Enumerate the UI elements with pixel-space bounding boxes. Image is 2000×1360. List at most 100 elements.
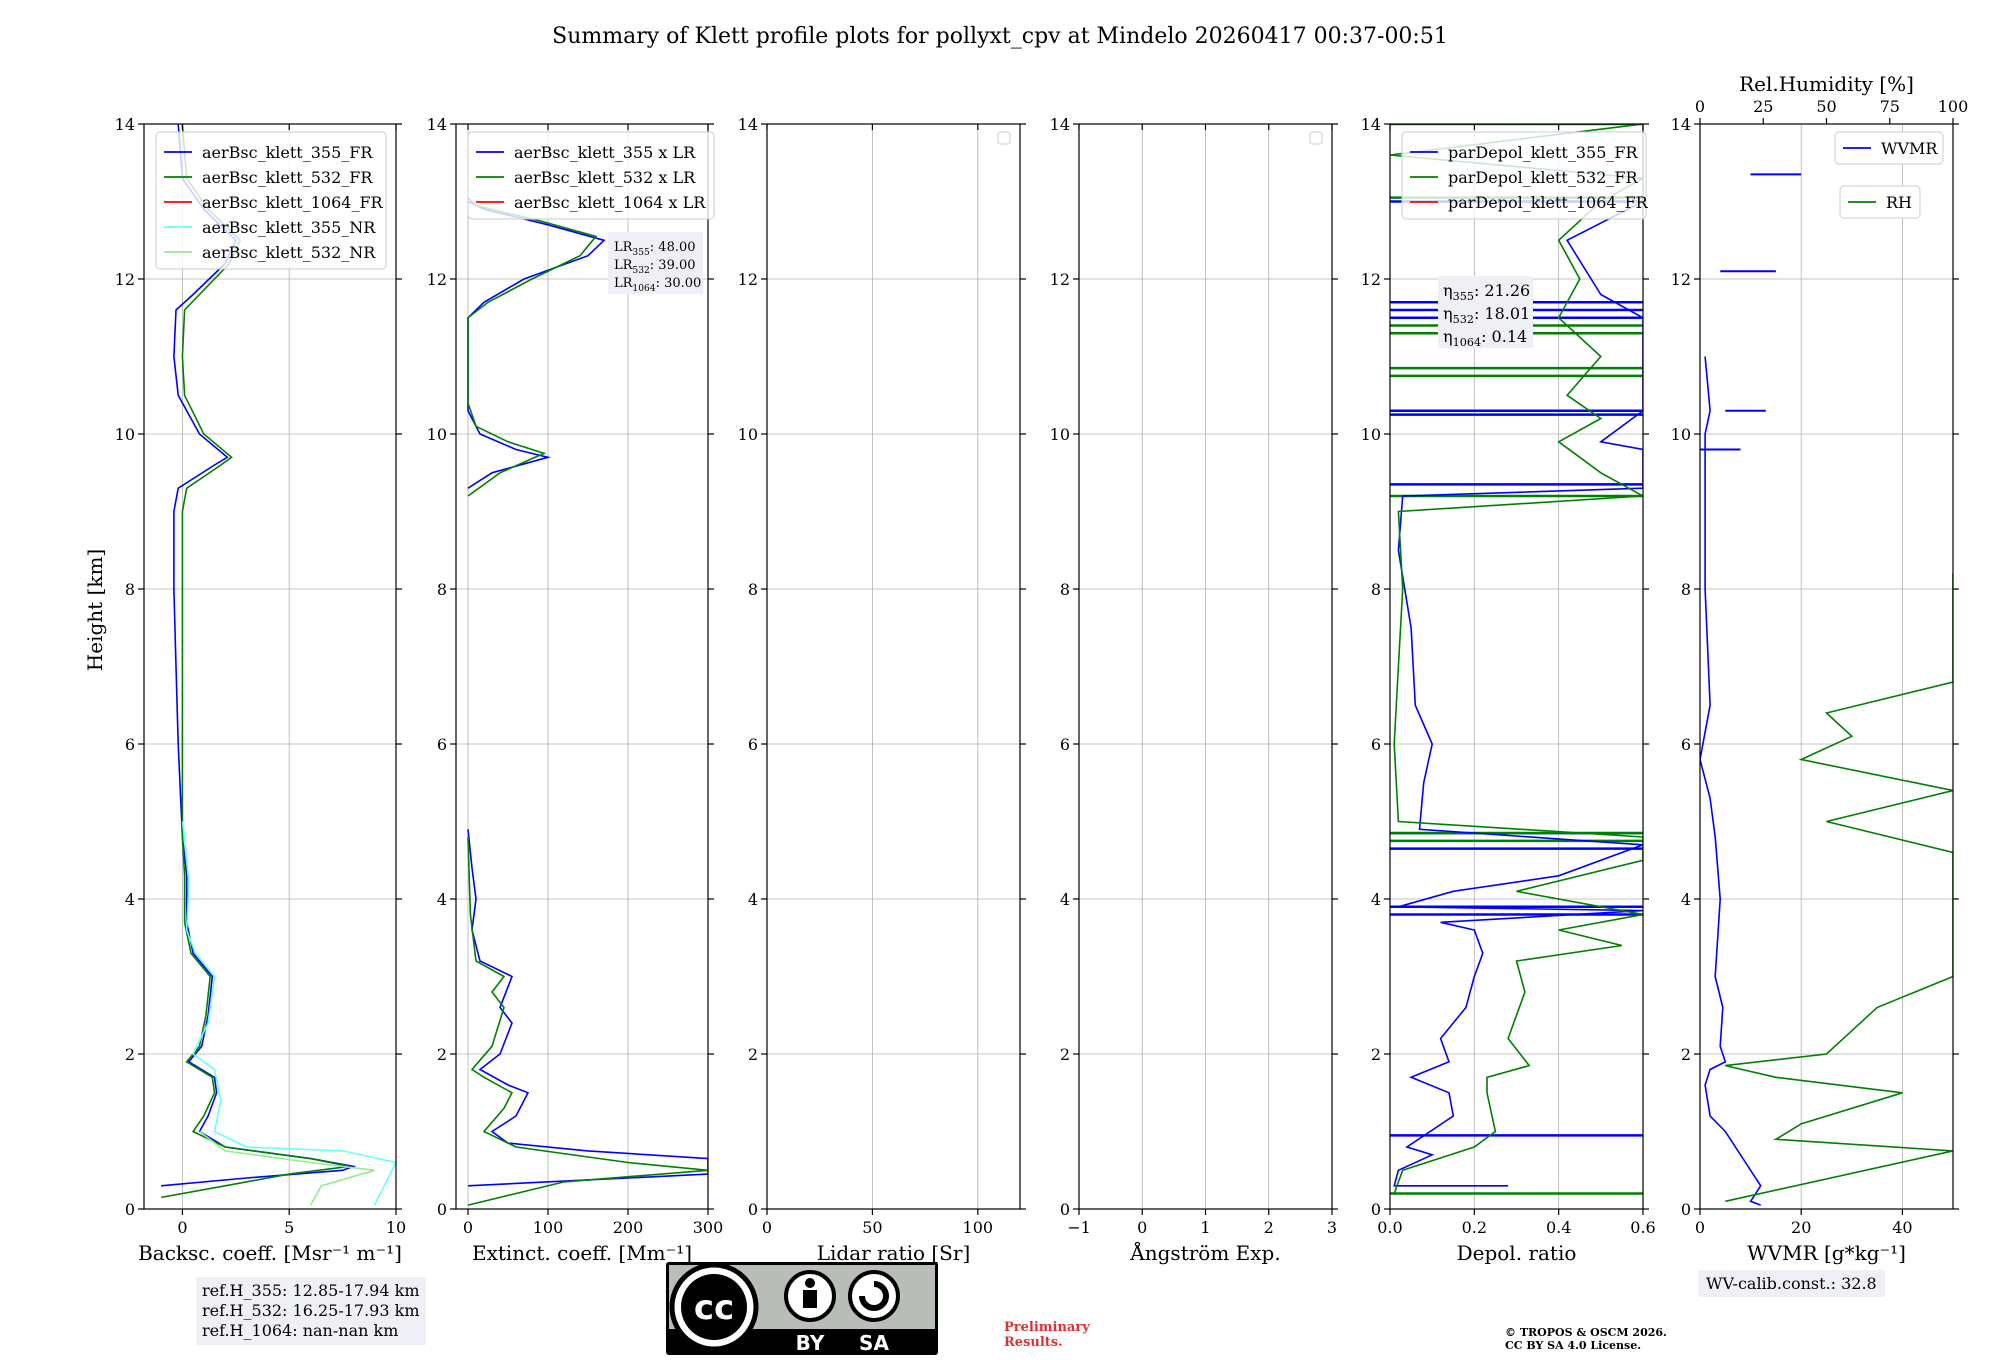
y-tick-label: 12	[1361, 270, 1381, 289]
x-tick-label: 100	[533, 1218, 564, 1237]
x-axis-label: Depol. ratio	[1457, 1241, 1577, 1265]
series-aerBsc_klett_532 x LR b	[467, 197, 598, 497]
series-aerBsc_klett_532_NR	[199, 1130, 375, 1206]
panel-lidar_ratio: 0 2 4 6 8 10 12 14 0 50 100 Lidar ratio [Sr]	[738, 115, 1026, 1265]
by-person-body	[803, 1290, 817, 1308]
legend-entry: parDepol_klett_1064_FR	[1448, 193, 1649, 212]
series-aerBsc_klett_355_FR	[161, 124, 357, 1187]
empty-legend-box	[1309, 131, 1323, 145]
x-tick-label: 50	[862, 1218, 882, 1237]
rh-tick-label: 0	[1695, 97, 1705, 116]
x-tick-label: 0.0	[1377, 1218, 1402, 1237]
y-tick-label: 6	[1371, 735, 1381, 754]
preliminary-line-2: Results.	[1004, 1335, 1063, 1350]
legend-entry: aerBsc_klett_532_NR	[202, 243, 376, 262]
x-tick-label: 1	[1200, 1218, 1210, 1237]
plot-data	[1700, 173, 1953, 1206]
lidar-ratio-value: LR355: 48.00	[614, 240, 696, 258]
y-tick-label: 4	[1681, 890, 1691, 909]
x-tick-label: 0	[1695, 1218, 1705, 1237]
y-tick-label: 4	[1060, 890, 1070, 909]
ref-height-355: ref.H_355: 12.85-17.94 km	[202, 1281, 420, 1300]
y-tick-label: 8	[125, 580, 135, 599]
y-tick-label: 12	[1671, 270, 1691, 289]
copyright-note: © TROPOS & OSCM 2026. CC BY SA 4.0 Licen…	[1505, 1326, 1667, 1352]
rh-legend-box	[1839, 185, 1921, 219]
x-axis-label: Backsc. coeff. [Msr⁻¹ m⁻¹]	[138, 1241, 402, 1265]
rh-tick-label: 50	[1816, 97, 1836, 116]
ref-height-1064: ref.H_1064: nan-nan km	[202, 1321, 399, 1340]
y-tick-label: 8	[1681, 580, 1691, 599]
y-tick-label: 2	[437, 1045, 447, 1064]
legend-entry: aerBsc_klett_355 x LR	[514, 143, 696, 162]
y-tick-label: 2	[1371, 1045, 1381, 1064]
wv-calibration-box: WV-calib.const.: 32.8	[1698, 1270, 1885, 1297]
x-tick-label: −1	[1067, 1218, 1091, 1237]
rh-legend-entry: RH	[1886, 193, 1912, 212]
y-tick-label: 12	[1050, 270, 1070, 289]
lidar-ratio-value: LR532: 39.00	[614, 258, 696, 276]
y-tick-label: 8	[437, 580, 447, 599]
series-parDepol_klett_355_FR	[1393, 200, 1643, 1187]
y-tick-label: 8	[1060, 580, 1070, 599]
sa-arrow-icon	[859, 1281, 889, 1311]
x-axis-label: Extinct. coeff. [Mm⁻¹]	[472, 1241, 692, 1265]
preliminary-line-1: Preliminary	[1004, 1320, 1090, 1335]
x-tick-label: 2	[1264, 1218, 1274, 1237]
y-tick-label: 4	[437, 890, 447, 909]
y-tick-label: 0	[1060, 1200, 1070, 1219]
legend-entry: aerBsc_klett_532 x LR	[514, 168, 696, 187]
x-tick-label: 5	[284, 1218, 294, 1237]
legend-box	[467, 131, 715, 220]
legend-box	[1401, 131, 1647, 220]
y-tick-label: 10	[738, 425, 758, 444]
y-tick-label: 2	[1681, 1045, 1691, 1064]
y-tick-label: 2	[125, 1045, 135, 1064]
axes-frame	[1699, 123, 1954, 1210]
series-WVMR	[1700, 356, 1762, 1206]
plot-data	[160, 124, 396, 1206]
y-tick-label: 10	[1671, 425, 1691, 444]
copyright-line-2: CC BY SA 4.0 License.	[1505, 1339, 1642, 1352]
wvmr-legend-box	[1834, 131, 1944, 165]
axes-frame	[143, 123, 397, 1210]
y-tick-label: 12	[738, 270, 758, 289]
y-tick-label: 6	[748, 735, 758, 754]
axes-frame	[455, 123, 709, 1210]
y-tick-label: 8	[1371, 580, 1381, 599]
x-tick-label: 0	[463, 1218, 473, 1237]
x-tick-label: 100	[963, 1218, 994, 1237]
eta-value: η532: 18.01	[1443, 304, 1530, 326]
preliminary-note: Preliminary Results.	[1004, 1320, 1090, 1350]
y-tick-label: 12	[427, 270, 447, 289]
y-tick-label: 10	[1361, 425, 1381, 444]
x-axis-label: Ångström Exp.	[1129, 1240, 1280, 1265]
y-axis-label: Height [km]	[83, 549, 107, 671]
plot-data	[467, 197, 708, 1206]
y-tick-label: 0	[748, 1200, 758, 1219]
y-tick-label: 14	[1050, 115, 1070, 134]
empty-legend-box	[997, 131, 1011, 145]
series-aerBsc_klett_355_NR	[181, 821, 396, 1206]
y-tick-label: 0	[1681, 1200, 1691, 1219]
series-RH	[1725, 573, 1953, 1203]
rh-tick-label: 25	[1753, 97, 1773, 116]
x-tick-label: 0	[762, 1218, 772, 1237]
cc-text: cc	[694, 1288, 734, 1328]
y-tick-label: 14	[1361, 115, 1381, 134]
y-tick-label: 8	[748, 580, 758, 599]
rh-axis-label: Rel.Humidity [%]	[1739, 72, 1914, 96]
y-tick-label: 14	[427, 115, 447, 134]
by-person-head	[805, 1278, 815, 1288]
axes-frame	[766, 123, 1021, 1210]
wvmr-legend-entry: WVMR	[1881, 139, 1938, 158]
x-tick-label: 300	[693, 1218, 724, 1237]
legend-entry: aerBsc_klett_355_NR	[202, 218, 376, 237]
eta-value: η355: 21.26	[1443, 281, 1530, 303]
series-aerBsc_klett_355 x LR b	[467, 200, 606, 489]
